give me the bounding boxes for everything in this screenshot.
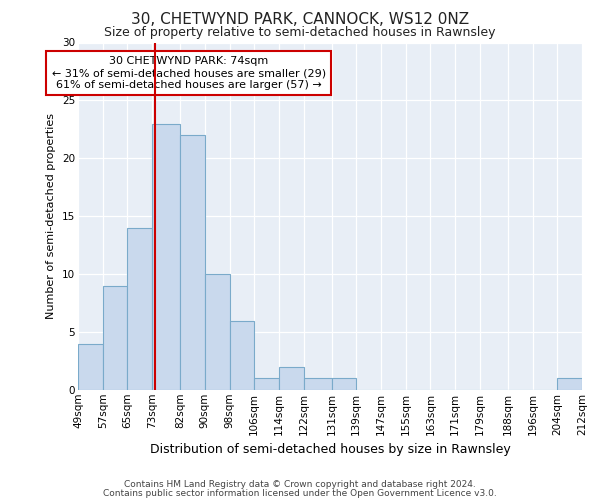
Bar: [254, 378, 279, 390]
Text: 30 CHETWYND PARK: 74sqm
← 31% of semi-detached houses are smaller (29)
61% of se: 30 CHETWYND PARK: 74sqm ← 31% of semi-de…: [52, 56, 326, 90]
Bar: [332, 378, 356, 390]
Bar: [205, 274, 230, 390]
Text: Contains HM Land Registry data © Crown copyright and database right 2024.: Contains HM Land Registry data © Crown c…: [124, 480, 476, 489]
X-axis label: Distribution of semi-detached houses by size in Rawnsley: Distribution of semi-detached houses by …: [149, 443, 511, 456]
Text: Contains public sector information licensed under the Open Government Licence v3: Contains public sector information licen…: [103, 488, 497, 498]
Bar: [557, 378, 582, 390]
Y-axis label: Number of semi-detached properties: Number of semi-detached properties: [46, 114, 56, 320]
Bar: [78, 344, 103, 390]
Bar: [152, 124, 180, 390]
Text: 30, CHETWYND PARK, CANNOCK, WS12 0NZ: 30, CHETWYND PARK, CANNOCK, WS12 0NZ: [131, 12, 469, 28]
Bar: [304, 378, 332, 390]
Bar: [127, 228, 152, 390]
Bar: [180, 135, 205, 390]
Bar: [279, 367, 304, 390]
Text: Size of property relative to semi-detached houses in Rawnsley: Size of property relative to semi-detach…: [104, 26, 496, 39]
Bar: [230, 320, 254, 390]
Bar: [103, 286, 127, 390]
